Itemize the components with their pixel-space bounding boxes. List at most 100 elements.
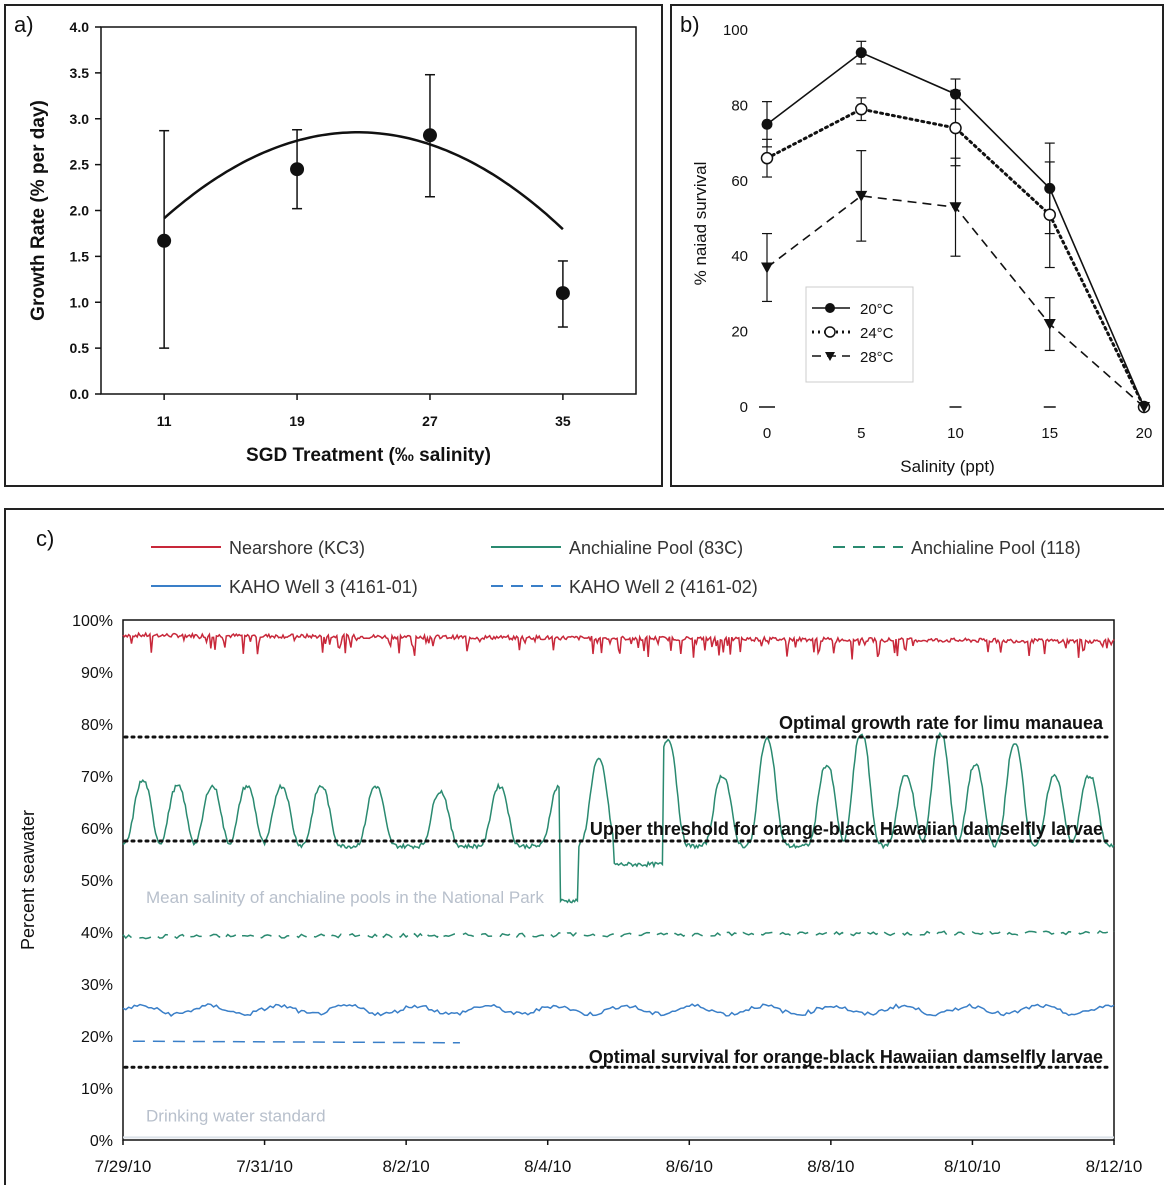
legend: 20°C 24°C 28°C — [805, 286, 914, 383]
legend-label: 20°C — [860, 301, 894, 318]
y-tick-label: 2.0 — [70, 203, 90, 219]
data-point — [1138, 402, 1150, 413]
x-tick-label: 0 — [763, 425, 771, 442]
x-axis-label: SGD Treatment (‰ salinity) — [246, 445, 491, 466]
panel-b-naiad-survival-chart: b) 0 20 40 60 80 100 0 5 10 15 20 20°C 24°C 28°C Salini… — [670, 4, 1164, 487]
data-point — [855, 190, 868, 202]
y-tick-label: 2.5 — [70, 157, 90, 173]
legend-label: Anchialine Pool (83C) — [569, 538, 743, 558]
growth-rate-chart-svg: a) 0.0 0.5 1.0 1.5 2.0 2.5 3.0 3.5 4.0 11 19 27 35 SGD… — [14, 12, 637, 466]
data-point — [1043, 319, 1056, 331]
x-tick-label: 15 — [1041, 425, 1058, 442]
panel-a-growth-rate-chart: a) 0.0 0.5 1.0 1.5 2.0 2.5 3.0 3.5 4.0 11 19 27 35 SGD… — [4, 4, 663, 487]
x-tick-label: 27 — [422, 413, 438, 429]
series-line-kaho-well-2 — [132, 1040, 460, 1044]
y-tick-label: 20 — [731, 324, 748, 341]
x-tick-label: 5 — [857, 425, 865, 442]
y-tick-label: 60 — [731, 173, 748, 190]
x-tick-label: 8/4/10 — [524, 1157, 571, 1176]
data-point — [422, 128, 437, 143]
plot-frame — [100, 26, 637, 395]
y-tick-label: 0% — [90, 1133, 113, 1150]
y-tick-label: 0.0 — [70, 386, 90, 402]
x-tick-label: 7/29/10 — [95, 1157, 152, 1176]
y-axis-label: Percent seawater — [18, 810, 38, 950]
legend-box — [805, 286, 914, 383]
y-tick-label: 4.0 — [70, 19, 90, 35]
legend-marker — [825, 352, 835, 361]
y-tick-label: 50% — [81, 873, 113, 890]
data-point — [949, 202, 962, 214]
data-point — [1043, 208, 1056, 221]
naiad-survival-chart-svg: b) 0 20 40 60 80 100 0 5 10 15 20 20°C 24°C 28°C Salini… — [680, 12, 1153, 476]
faint-reference-label: Drinking water standard — [146, 1106, 326, 1125]
y-tick-label: 10% — [81, 1081, 113, 1098]
y-tick-label: 80% — [81, 717, 113, 734]
panel-a-letter: a) — [14, 12, 34, 37]
data-point — [157, 233, 172, 248]
legend: Nearshore (KC3) Anchialine Pool (83C) Anch… — [151, 538, 1081, 597]
y-tick-label: 90% — [81, 665, 113, 682]
reference-line-label: Upper threshold for orange-black Hawaiia… — [590, 819, 1103, 839]
data-point — [761, 118, 773, 130]
legend-label: KAHO Well 3 (4161-01) — [229, 577, 418, 597]
legend-label: Nearshore (KC3) — [229, 538, 365, 558]
x-tick-label: 11 — [157, 413, 172, 429]
x-tick-label: 8/12/10 — [1086, 1157, 1143, 1176]
y-tick-label: 0.5 — [70, 340, 90, 356]
percent-seawater-chart-svg: c) 0% 10% 20% 30% 40% 50% 60% 70% 80% 90% 100% 7/29/… — [18, 526, 1143, 1176]
legend-marker — [824, 326, 836, 338]
y-tick-label: 20% — [81, 1029, 113, 1046]
panel-c-letter: c) — [36, 526, 54, 551]
legend-label: Anchialine Pool (118) — [911, 538, 1081, 558]
y-tick-label: 30% — [81, 977, 113, 994]
y-tick-label: 40 — [731, 248, 748, 265]
plot-frame — [122, 619, 1115, 1141]
series-line-kaho-well-3 — [122, 1003, 1115, 1017]
series-line-anchialine-83c — [122, 731, 1115, 904]
y-tick-label: 80 — [731, 97, 748, 114]
y-axis-label: % naiad survival — [691, 162, 710, 286]
series-line — [765, 107, 1146, 409]
y-tick-label: 1.5 — [70, 248, 90, 264]
x-tick-label: 35 — [555, 413, 571, 429]
x-axis-label: Salinity (ppt) — [900, 457, 994, 476]
data-point — [855, 102, 868, 116]
y-tick-label: 100 — [723, 22, 748, 39]
panel-b-letter: b) — [680, 12, 700, 37]
legend-label: 28°C — [860, 349, 894, 366]
x-tick-label: 8/10/10 — [944, 1157, 1001, 1176]
y-tick-label: 0 — [740, 399, 748, 416]
x-tick-label: 8/6/10 — [666, 1157, 713, 1176]
series-line-anchialine-118 — [122, 930, 1115, 940]
data-point — [760, 151, 774, 165]
y-tick-label: 1.0 — [70, 294, 90, 310]
legend-marker — [825, 303, 835, 313]
y-tick-label: 60% — [81, 821, 113, 838]
reference-line-label: Optimal survival for orange-black Hawaii… — [589, 1047, 1103, 1067]
y-tick-label: 3.5 — [70, 65, 90, 81]
faint-reference-label: Mean salinity of anchialine pools in the… — [146, 888, 544, 907]
data-point — [761, 262, 773, 274]
data-point — [290, 162, 305, 177]
x-tick-label: 7/31/10 — [236, 1157, 293, 1176]
y-tick-label: 40% — [81, 925, 113, 942]
data-point — [855, 47, 867, 59]
legend-label: 24°C — [860, 325, 894, 342]
y-axis-label: Growth Rate (% per day) — [28, 100, 49, 321]
y-tick-label: 100% — [72, 613, 113, 630]
legend-label: KAHO Well 2 (4161-02) — [569, 577, 758, 597]
fit-curve — [163, 131, 564, 231]
x-tick-label: 19 — [289, 413, 305, 429]
data-point — [555, 286, 570, 301]
x-tick-label: 20 — [1136, 425, 1153, 442]
y-tick-label: 3.0 — [70, 111, 90, 127]
series-line-nearshore — [122, 631, 1115, 660]
y-tick-label: 70% — [81, 769, 113, 786]
panel-c-percent-seawater-chart: c) 0% 10% 20% 30% 40% 50% 60% 70% 80% 90% 100% 7/29/… — [4, 508, 1164, 1185]
x-tick-label: 8/2/10 — [383, 1157, 430, 1176]
data-point — [949, 121, 962, 135]
x-tick-label: 8/8/10 — [807, 1157, 854, 1176]
reference-line-label: Optimal growth rate for limu manauea — [779, 713, 1104, 733]
x-tick-label: 10 — [947, 425, 964, 442]
